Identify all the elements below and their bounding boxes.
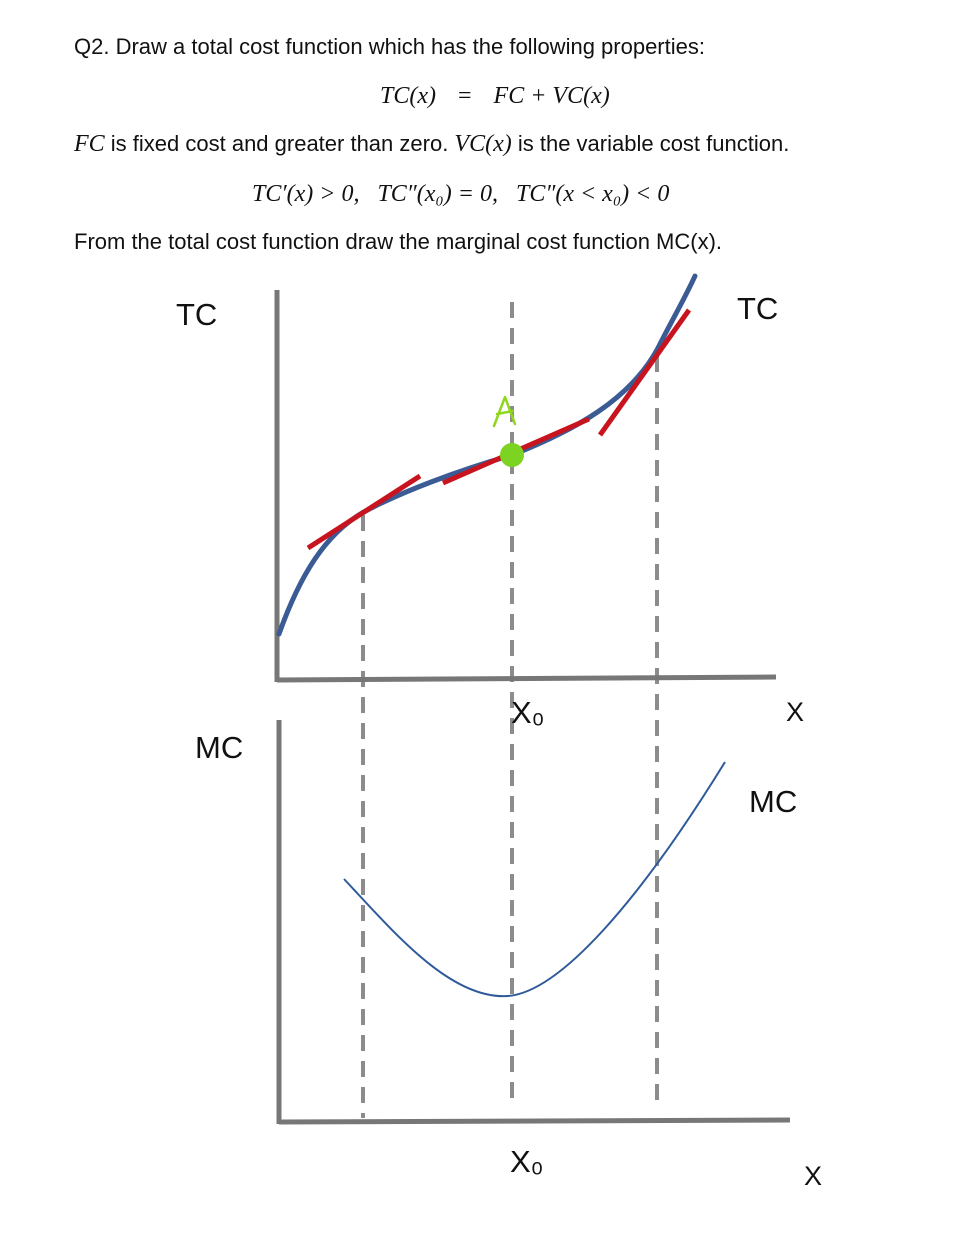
equation-operator: =: [458, 83, 472, 109]
equation-conditions: TC′(x) > 0, TC″(x₀) = 0, TC″(x < x₀) < 0: [252, 180, 669, 208]
question-intro: Q2. Draw a total cost function which has…: [74, 34, 705, 59]
vc-symbol: VC(x): [454, 131, 512, 157]
instruction-line: From the total cost function draw the ma…: [74, 229, 723, 254]
tc-x-axis-label: X: [786, 697, 804, 727]
mc-x-axis: [278, 1117, 791, 1125]
vc-description: is the variable cost function.: [511, 131, 790, 156]
fc-description: is fixed cost and greater than zero.: [104, 131, 455, 156]
point-a-handwritten-label: [492, 395, 517, 428]
definition-line: FC is fixed cost and greater than zero. …: [74, 130, 789, 158]
tc-curve: [276, 273, 698, 637]
condition-first-derivative: TC′(x) > 0,: [252, 181, 360, 207]
fc-symbol: FC: [74, 131, 105, 157]
tc-curve-label: TC: [737, 291, 778, 326]
inflection-point-a: [500, 443, 524, 467]
equation-total-cost: TC(x) = FC + VC(x): [380, 82, 610, 110]
mc-y-axis-label: MC: [195, 730, 243, 765]
point-a-label-text: A: [505, 418, 506, 421]
mc-curve-label: MC: [749, 784, 797, 819]
tc-x0-tick-label: X₀: [511, 695, 545, 730]
mc-x0-tick-label: X₀: [510, 1144, 544, 1179]
equation-lhs: TC(x): [380, 83, 436, 109]
condition-second-derivative-at-x0: TC″(x₀) = 0,: [377, 181, 498, 207]
condition-second-derivative-below-x0: TC″(x < x₀) < 0: [515, 181, 670, 207]
tangent-line-right: [597, 308, 692, 437]
tc-x-axis: [276, 674, 777, 683]
tc-y-axis-label: TC: [176, 297, 217, 332]
tangent-line-left: [306, 473, 422, 551]
equation-rhs: FC + VC(x): [493, 83, 610, 109]
mc-curve: [343, 761, 726, 998]
mc-x-axis-label: X: [804, 1161, 822, 1191]
